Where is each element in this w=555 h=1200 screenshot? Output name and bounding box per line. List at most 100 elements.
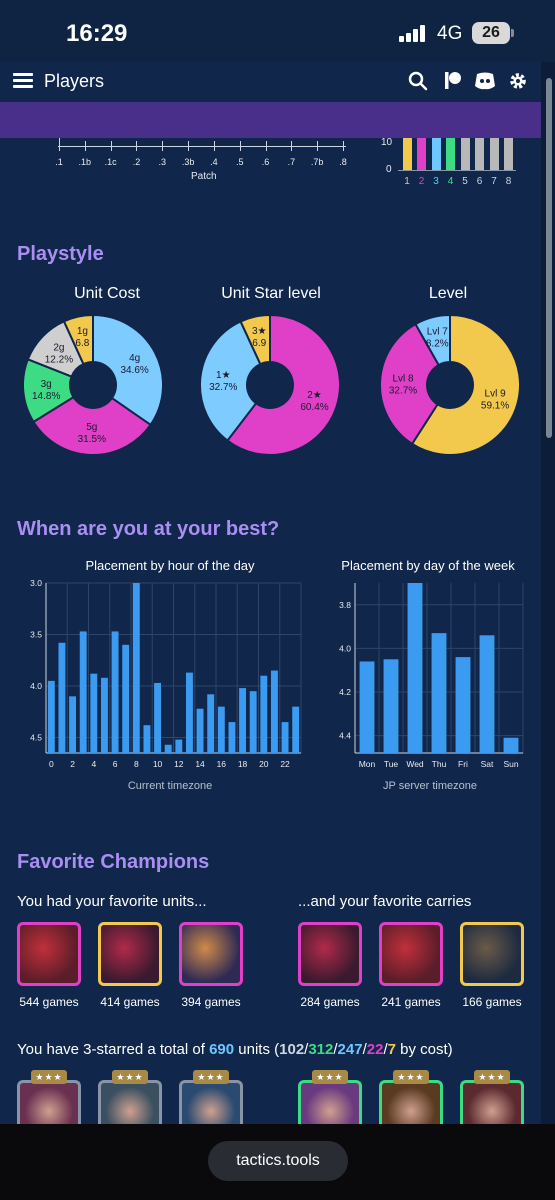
discord-icon[interactable] bbox=[474, 70, 496, 92]
champion-portrait[interactable] bbox=[98, 922, 162, 986]
best-heading: When are you at your best? bbox=[17, 518, 280, 540]
bar bbox=[58, 642, 66, 753]
favorites-heading: Favorite Champions bbox=[17, 851, 210, 873]
bar bbox=[455, 657, 471, 753]
three-star-champion[interactable] bbox=[17, 1080, 81, 1130]
x-tick-label: 22 bbox=[280, 759, 290, 769]
patch-tick-label: .8 bbox=[339, 157, 347, 167]
mini-ytick: 0 bbox=[386, 164, 392, 175]
donut-pct: 32.7% bbox=[389, 386, 417, 397]
three-star-champion[interactable] bbox=[179, 1080, 243, 1130]
bar bbox=[217, 706, 225, 753]
donut-pct: 6.8 bbox=[75, 338, 89, 349]
mini-level-label: 1 bbox=[404, 176, 410, 187]
gear-icon[interactable] bbox=[507, 70, 529, 92]
patch-tick-label: .7 bbox=[287, 157, 296, 167]
patch-axis bbox=[58, 146, 346, 147]
bar bbox=[196, 708, 204, 753]
x-tick-label: Sat bbox=[481, 759, 494, 769]
star-badge: ★★★ bbox=[474, 1070, 510, 1084]
header-banner bbox=[0, 102, 541, 138]
search-icon[interactable] bbox=[407, 70, 429, 92]
y-tick-label: 4.0 bbox=[30, 681, 42, 691]
bar bbox=[270, 670, 278, 753]
champion-portrait[interactable] bbox=[379, 922, 443, 986]
patch-tick bbox=[110, 141, 112, 151]
bar bbox=[122, 644, 130, 753]
hour-axis-caption: Current timezone bbox=[127, 780, 213, 792]
app-bar: Players bbox=[0, 62, 541, 102]
favorite-carries-heading: ...and your favorite carries bbox=[298, 893, 472, 910]
patch-tick bbox=[136, 141, 138, 151]
y-tick-label: 4.4 bbox=[339, 731, 351, 741]
donut-label: 4g bbox=[129, 353, 140, 364]
three-star-champion[interactable] bbox=[379, 1080, 443, 1130]
patch-tick bbox=[84, 141, 86, 151]
bar bbox=[164, 744, 172, 753]
bar bbox=[90, 673, 98, 753]
three-star-champion[interactable] bbox=[460, 1080, 524, 1130]
hour-bar-chart: 3.0 3.5 4.0 4.5 0 2 4 6 8 10 12 14 16 18 20 22 bbox=[30, 578, 302, 769]
favorite-units-heading: You had your favorite units... bbox=[17, 893, 207, 910]
summary-mid: units ( bbox=[238, 1041, 280, 1058]
champion-games: 284 games bbox=[300, 995, 360, 1009]
bar bbox=[154, 682, 162, 753]
summary-prefix: You have 3-starred a total of bbox=[17, 1041, 205, 1058]
url-bar[interactable]: tactics.tools bbox=[208, 1141, 348, 1181]
patch-axis-label: Patch bbox=[191, 171, 217, 182]
bar bbox=[47, 680, 55, 753]
bar bbox=[79, 631, 87, 753]
donut-pct: 6.9 bbox=[252, 338, 266, 349]
y-tick-label: 4.2 bbox=[339, 687, 351, 697]
donut-label: 2★ bbox=[307, 390, 322, 401]
level-title: Level bbox=[428, 285, 468, 302]
bar bbox=[100, 677, 108, 753]
donut-slice bbox=[62, 313, 94, 366]
donut-pct: 60.4% bbox=[300, 402, 328, 413]
donut-label: Lvl 8 bbox=[392, 374, 414, 385]
champion-games: 544 games bbox=[19, 995, 79, 1009]
patch-tick bbox=[265, 141, 267, 151]
three-star-summary: You have 3-starred a total of 690 units … bbox=[17, 1041, 453, 1058]
x-tick-label: 14 bbox=[195, 759, 205, 769]
three-star-champion[interactable] bbox=[98, 1080, 162, 1130]
patch-tick bbox=[291, 141, 293, 151]
donut-slice bbox=[414, 313, 451, 367]
mini-level-label: 6 bbox=[476, 176, 483, 187]
x-tick-label: 16 bbox=[217, 759, 227, 769]
patch-tick-label: .4 bbox=[210, 157, 218, 167]
bar bbox=[143, 725, 151, 753]
x-tick-label: 6 bbox=[113, 759, 118, 769]
champion-portrait[interactable] bbox=[460, 922, 524, 986]
three-star-champion[interactable] bbox=[298, 1080, 362, 1130]
star-badge: ★★★ bbox=[193, 1070, 229, 1084]
patch-tick bbox=[59, 141, 60, 151]
bar bbox=[479, 635, 495, 753]
battery-icon: 26 bbox=[472, 22, 510, 44]
summary-cost-2: 312 bbox=[308, 1041, 334, 1058]
champion-portrait[interactable] bbox=[17, 922, 81, 986]
bar bbox=[281, 722, 289, 753]
mini-level-bar bbox=[475, 138, 484, 170]
champion-games: 414 games bbox=[100, 995, 160, 1009]
patch-tick bbox=[213, 141, 215, 151]
x-tick-label: Thu bbox=[432, 759, 447, 769]
bar bbox=[292, 706, 300, 753]
star-badge: ★★★ bbox=[393, 1070, 429, 1084]
champion-portrait[interactable] bbox=[298, 922, 362, 986]
donut-label: 3★ bbox=[252, 326, 267, 337]
summary-cost-3: 247 bbox=[337, 1041, 363, 1058]
bar bbox=[383, 659, 399, 753]
bar bbox=[359, 661, 375, 753]
menu-icon[interactable] bbox=[13, 73, 33, 89]
patreon-icon[interactable] bbox=[442, 70, 464, 92]
status-bar: 16:29 4G 26 bbox=[0, 0, 555, 62]
summary-cost-5: 7 bbox=[387, 1041, 396, 1058]
mini-level-label: 3 bbox=[433, 176, 439, 187]
bar bbox=[111, 631, 119, 753]
scrollbar-thumb[interactable] bbox=[546, 78, 552, 438]
x-tick-label: Sun bbox=[503, 759, 518, 769]
champion-portrait[interactable] bbox=[179, 922, 243, 986]
y-tick-label: 3.0 bbox=[30, 578, 42, 588]
y-tick-label: 3.5 bbox=[30, 630, 42, 640]
